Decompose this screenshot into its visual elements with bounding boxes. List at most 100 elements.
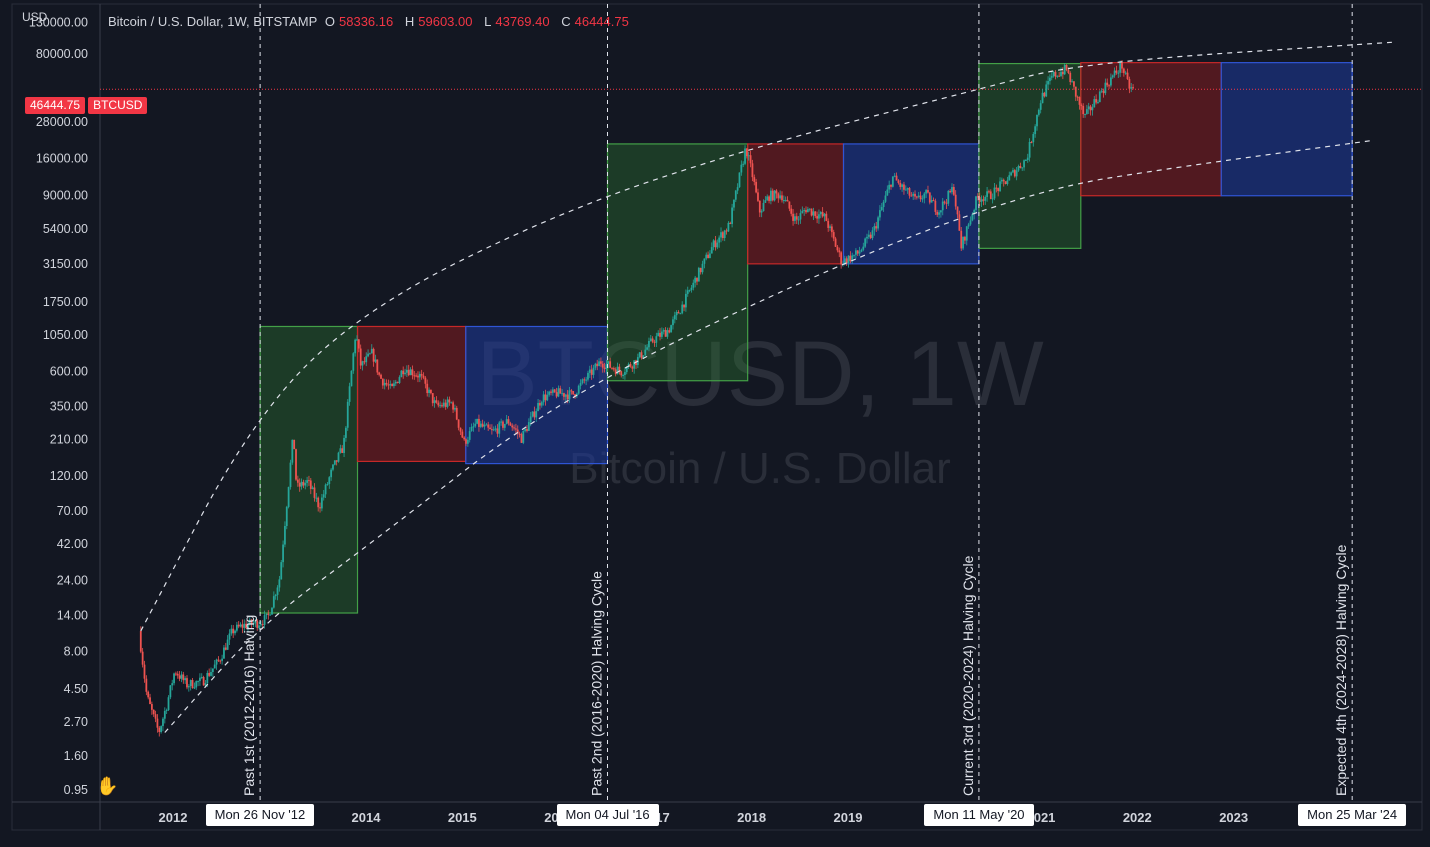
candle-body-429 [932, 200, 935, 202]
candle-body-374 [830, 226, 833, 233]
candle-body-400 [879, 210, 881, 218]
candle-body-63 [256, 620, 259, 628]
candle-body-164 [442, 402, 445, 407]
candle-body-509 [1080, 104, 1083, 106]
candle-body-360 [805, 210, 807, 213]
candle-body-258 [616, 366, 619, 375]
trend-curve-upper [140, 41, 1395, 632]
candle-body-244 [590, 369, 593, 375]
candle-body-312 [716, 242, 719, 248]
candle-body-47 [226, 639, 229, 650]
candle-body-498 [1060, 71, 1062, 76]
candle-body-242 [587, 372, 589, 380]
candle-body-66 [261, 624, 264, 626]
candle-body-110 [343, 437, 345, 453]
candle-body-341 [770, 190, 772, 201]
candle-body-79 [285, 506, 288, 526]
y-tick-label-16: 14.00 [57, 608, 88, 622]
current-price-tag: 46444.75 BTCUSD [25, 97, 148, 114]
y-tick-label-21: 0.95 [64, 783, 88, 797]
candle-body-276 [649, 338, 652, 341]
candle-body-455 [980, 199, 983, 202]
candle-body-521 [1102, 90, 1105, 94]
candle-body-259 [618, 366, 621, 372]
candle-body-76 [280, 562, 283, 580]
candle-body-478 [1023, 160, 1025, 168]
candle-body-229 [563, 393, 565, 397]
candle-body-233 [570, 390, 573, 392]
candle-body-4 [147, 691, 150, 698]
candle-body-280 [657, 332, 660, 337]
y-tick-label-7: 1750.00 [43, 295, 88, 309]
candle-body-238 [579, 383, 582, 386]
candle-body-224 [553, 389, 556, 393]
candle-body-304 [701, 263, 704, 273]
candle-body-270 [638, 352, 641, 358]
candle-body-42 [217, 659, 220, 661]
candle-body-255 [611, 367, 613, 369]
candle-body-219 [544, 394, 547, 401]
candle-body-466 [1000, 179, 1003, 182]
candle-body-126 [372, 348, 375, 362]
candle-body-327 [744, 148, 746, 164]
candle-body-505 [1073, 81, 1075, 87]
candle-body-430 [934, 200, 937, 212]
candle-body-506 [1074, 86, 1077, 97]
candle-body-349 [784, 199, 787, 201]
candle-body-446 [964, 236, 966, 241]
candle-body-355 [795, 216, 798, 220]
candle-body-231 [566, 394, 569, 400]
candle-body-384 [849, 255, 852, 262]
drag-hand-icon[interactable]: ✋ [96, 776, 119, 796]
candle-body-50 [232, 628, 235, 634]
candle-body-462 [993, 187, 996, 199]
candle-body-112 [346, 401, 349, 428]
candle-body-125 [370, 348, 373, 354]
candle-body-373 [829, 226, 831, 228]
candle-body-156 [428, 389, 430, 394]
candle-body-28 [191, 680, 194, 688]
candle-body-141 [400, 370, 403, 378]
candle-body-458 [986, 191, 988, 197]
current-price-value: 46444.75 [25, 97, 86, 114]
y-tick-label-13: 70.00 [57, 504, 88, 518]
candle-body-101 [326, 484, 329, 486]
y-tick-label-18: 4.50 [64, 682, 88, 696]
candle-body-68 [265, 613, 268, 616]
candle-body-69 [267, 613, 270, 615]
candle-body-396 [871, 230, 874, 239]
candle-body-438 [949, 190, 952, 193]
candle-body-100 [324, 484, 327, 495]
candle-body-452 [975, 196, 977, 211]
candle-body-294 [683, 304, 685, 308]
candle-body-537 [1132, 87, 1134, 89]
candle-body-91 [308, 480, 310, 482]
candle-body-290 [675, 312, 678, 316]
candle-body-536 [1130, 87, 1133, 89]
candle-body-88 [302, 481, 305, 486]
x-tick-label-2018: 2018 [737, 810, 766, 825]
candle-body-415 [906, 188, 909, 190]
candle-body-417 [910, 195, 913, 197]
candle-body-60 [250, 619, 253, 625]
candle-body-457 [984, 196, 987, 201]
candle-body-2 [143, 664, 146, 679]
candle-body-214 [535, 411, 538, 418]
candle-body-198 [505, 419, 508, 425]
candle-body-114 [350, 370, 353, 387]
candle-body-167 [448, 399, 451, 403]
candle-body-9 [156, 718, 159, 728]
candle-body-230 [564, 394, 567, 397]
candle-body-519 [1098, 91, 1101, 103]
candle-body-399 [877, 217, 879, 229]
candle-body-37 [208, 672, 211, 676]
candle-body-71 [271, 607, 273, 615]
candle-body-321 [733, 199, 735, 208]
halving-label-3: Current 3rd (2020-2024) Halving Cycle [960, 555, 976, 796]
x-tick-label-2023: 2023 [1219, 810, 1248, 825]
candle-body-317 [725, 230, 728, 232]
candle-body-180 [472, 426, 475, 428]
candle-body-491 [1047, 81, 1049, 85]
